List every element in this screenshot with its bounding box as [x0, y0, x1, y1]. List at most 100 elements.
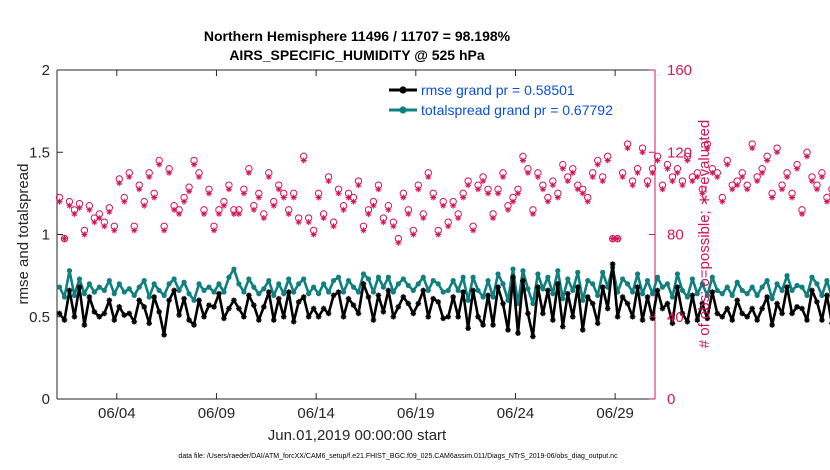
obs-evaluated-point: [455, 215, 462, 222]
totalspread-point: [734, 279, 740, 285]
obs-evaluated-point: [799, 210, 806, 217]
rmse-point: [574, 284, 581, 290]
totalspread-point: [291, 289, 297, 295]
obs-evaluated-point: [176, 210, 183, 217]
obs-evaluated-point: [774, 149, 781, 156]
totalspread-point: [440, 289, 446, 295]
rmse-point: [644, 294, 651, 300]
obs-evaluated-point: [470, 227, 477, 234]
totalspread-point: [246, 276, 252, 282]
obs-evaluated-point: [136, 186, 143, 193]
obs-evaluated-point: [151, 194, 158, 201]
rmse-point: [116, 304, 123, 310]
totalspread-point: [669, 294, 676, 300]
rmse-point: [176, 312, 182, 318]
totalspread-point: [595, 292, 601, 298]
obs-evaluated-point: [191, 161, 198, 168]
obs-possible-point: [828, 186, 830, 193]
obs-evaluated-point: [435, 231, 442, 238]
legend: rmse grand pr = 0.58501 totalspread gran…: [385, 79, 644, 123]
obs-evaluated-point: [554, 194, 561, 201]
obs-evaluated-point: [116, 180, 123, 187]
obs-evaluated-point: [250, 206, 257, 213]
obs-evaluated-point: [564, 178, 571, 185]
rmse-point: [589, 300, 596, 307]
obs-evaluated-point: [335, 190, 342, 197]
totalspread-point: [585, 277, 591, 284]
totalspread-point: [271, 292, 277, 298]
obs-evaluated-point: [265, 173, 272, 180]
obs-evaluated-point: [280, 194, 287, 201]
obs-evaluated-point: [310, 231, 317, 238]
rmse-point: [166, 297, 172, 304]
obs-evaluated-point: [345, 194, 352, 201]
obs-evaluated-point: [495, 190, 502, 197]
totalspread-point: [395, 281, 401, 287]
rmse-point: [216, 290, 222, 297]
rmse-point: [71, 313, 78, 320]
rmse-point: [744, 313, 750, 320]
obs-evaluated-point: [549, 182, 556, 189]
rmse-point: [664, 300, 671, 307]
rmse-point: [61, 317, 68, 323]
rmse-point: [794, 304, 800, 310]
rmse-point: [211, 304, 217, 310]
rmse-point: [375, 292, 382, 299]
rmse-point: [56, 310, 63, 317]
rmse-point: [564, 290, 571, 297]
totalspread-point: [96, 284, 102, 290]
rmse-point: [196, 297, 202, 304]
totalspread-point: [370, 289, 377, 295]
totalspread-point: [744, 291, 750, 297]
obs-evaluated-point: [76, 204, 83, 211]
totalspread-point: [809, 274, 815, 280]
obs-evaluated-point: [559, 165, 566, 172]
totalspread-point: [375, 274, 382, 280]
totalspread-point: [465, 297, 471, 303]
totalspread-point: [689, 276, 695, 282]
rmse-point: [300, 294, 307, 300]
totalspread-point: [316, 291, 322, 297]
obs-evaluated-point: [704, 145, 711, 152]
rmse-point: [86, 294, 93, 300]
obs-evaluated-point: [719, 198, 726, 205]
obs-evaluated-point: [794, 165, 801, 172]
obs-evaluated-point: [305, 219, 312, 226]
rmse-point: [355, 310, 362, 317]
obs-evaluated-point: [365, 210, 372, 217]
rmse-point: [694, 317, 701, 323]
rmse-point: [555, 281, 561, 287]
totalspread-point: [824, 277, 830, 284]
rmse-point: [275, 295, 282, 302]
rmse-point: [156, 309, 162, 315]
obs-evaluated-point: [270, 202, 277, 209]
rmse-point: [734, 297, 741, 304]
totalspread-point: [201, 287, 207, 294]
obs-evaluated-point: [290, 194, 297, 201]
obs-evaluated-point: [734, 182, 741, 189]
totalspread-point: [445, 287, 451, 294]
rmse-point: [161, 332, 167, 338]
obs-evaluated-point: [789, 194, 796, 201]
totalspread-point: [530, 300, 536, 307]
totalspread-point: [634, 271, 641, 277]
totalspread-point: [116, 281, 122, 287]
y2-tick-label: 40: [667, 309, 684, 326]
rmse-point: [236, 305, 242, 312]
rmse-point: [679, 310, 686, 317]
rmse-point: [485, 292, 491, 299]
obs-evaluated-point: [689, 178, 696, 185]
rmse-point: [290, 318, 297, 325]
rmse-point: [310, 305, 317, 312]
totalspread-point: [91, 289, 97, 295]
totalspread-point: [590, 281, 596, 287]
rmse-point: [320, 305, 327, 312]
totalspread-point: [480, 294, 486, 300]
obs-evaluated-point: [509, 198, 516, 205]
y-axis-label: rmse and totalspread: [15, 164, 32, 305]
obs-evaluated-point: [171, 206, 178, 213]
rmse-point: [569, 313, 576, 320]
totalspread-point: [495, 271, 501, 277]
totalspread-point: [221, 289, 227, 295]
rmse-point: [624, 300, 631, 307]
